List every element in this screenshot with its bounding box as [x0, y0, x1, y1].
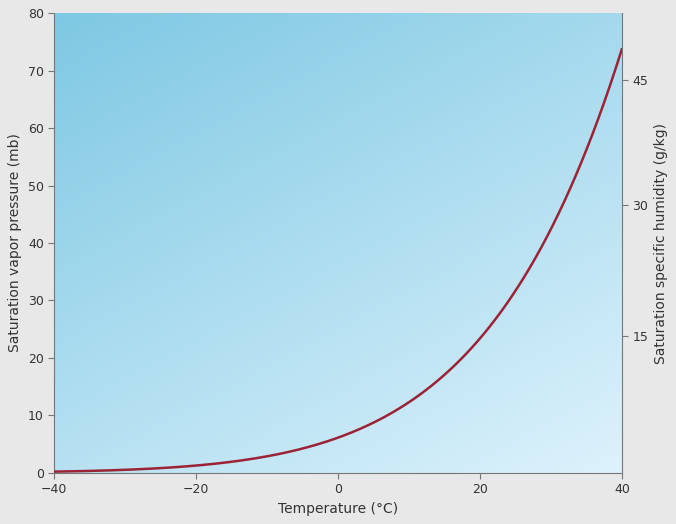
X-axis label: Temperature (°C): Temperature (°C)	[278, 501, 398, 516]
Y-axis label: Saturation specific humidity (g/kg): Saturation specific humidity (g/kg)	[654, 123, 668, 364]
Y-axis label: Saturation vapor pressure (mb): Saturation vapor pressure (mb)	[8, 134, 22, 353]
